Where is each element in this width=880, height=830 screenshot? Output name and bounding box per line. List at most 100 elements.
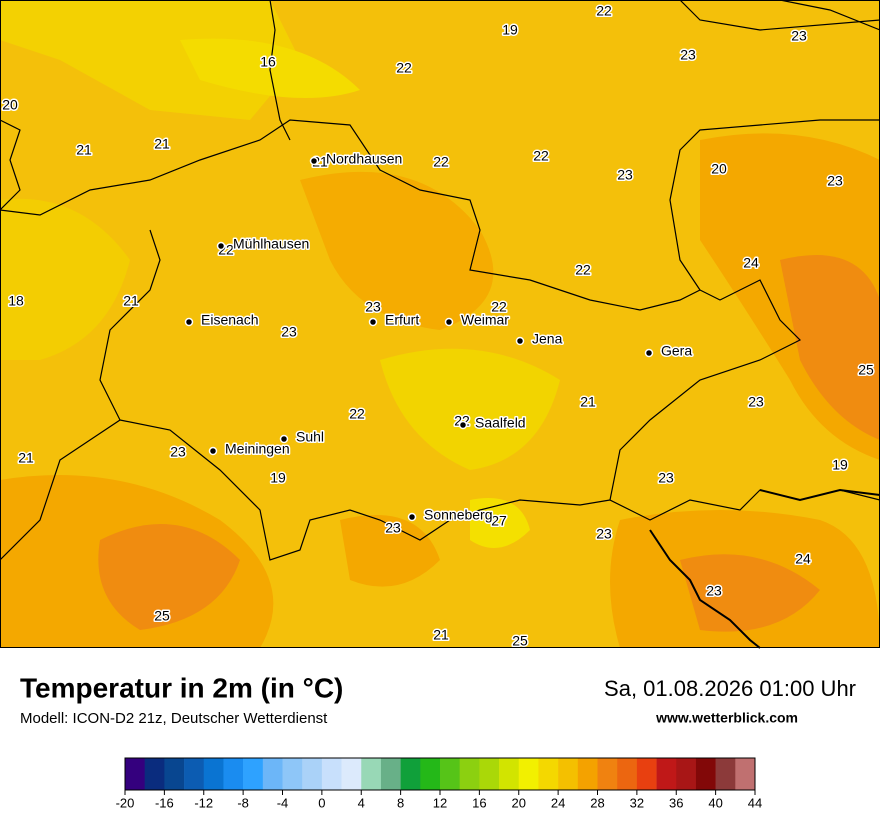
colorbar-tick-label: 36: [669, 795, 683, 810]
temperature-label: 19: [502, 22, 518, 38]
temperature-field: [0, 0, 880, 648]
temperature-label: 22: [491, 299, 507, 315]
temperature-label: 22: [596, 3, 612, 19]
city-dot: [216, 241, 226, 251]
temperature-label: 23: [706, 583, 722, 599]
temperature-label: 19: [270, 470, 286, 486]
temperature-label: 23: [658, 470, 674, 486]
colorbar-segment: [321, 758, 342, 790]
temperature-label: 25: [858, 362, 874, 378]
temperature-label: 21: [76, 142, 92, 158]
temperature-label: 22: [396, 60, 412, 76]
cities: Nordhausen Mühlhausen Eisenach Erfurt Weimar…: [184, 149, 694, 524]
temperature-label: 20: [2, 97, 18, 113]
city-dot: [644, 348, 654, 358]
colorbar-segment: [203, 758, 224, 790]
city-label: Suhl: [296, 429, 324, 445]
title: Temperatur in 2m (in °C): [20, 672, 343, 703]
colorbar-tick-label: 0: [318, 795, 325, 810]
city-label: Nordhausen: [326, 151, 402, 167]
colorbar-segment: [243, 758, 264, 790]
temperature-label: 23: [170, 444, 186, 460]
colorbar-tick-label: 16: [472, 795, 486, 810]
temperature-label: 23: [596, 526, 612, 542]
temperature-label: 22: [349, 406, 365, 422]
temperature-label: 18: [8, 293, 24, 309]
colorbar-segment: [538, 758, 559, 790]
temperature-label: 19: [832, 457, 848, 473]
colorbar-tick-label: 44: [748, 795, 762, 810]
colorbar-segment: [302, 758, 323, 790]
city-label: Jena: [532, 331, 563, 347]
city-label: Weimar: [461, 312, 509, 328]
colorbar-tick-label: 32: [630, 795, 644, 810]
colorbar-tick-label: 24: [551, 795, 565, 810]
temperature-label: 23: [617, 167, 633, 183]
colorbar-segment: [184, 758, 205, 790]
temperature-label: 25: [512, 633, 528, 649]
colorbar-segment: [125, 758, 145, 790]
colorbar-segment: [676, 758, 697, 790]
temperature-label: 23: [748, 394, 764, 410]
temperature-label: 21: [18, 450, 34, 466]
colorbar-tick-label: 4: [358, 795, 365, 810]
temperature-label: 22: [575, 262, 591, 278]
colorbar-segment: [164, 758, 185, 790]
city-dot: [309, 156, 319, 166]
temperature-label: 22: [433, 154, 449, 170]
colorbar-segment: [459, 758, 480, 790]
colorbar-segment: [361, 758, 382, 790]
temperature-label: 16: [260, 54, 276, 70]
colorbar-segment: [695, 758, 716, 790]
colorbar: -20 -16 -12 -8 -4 0 4 8 12 16 20 24 28 32 36 40 44: [116, 757, 762, 810]
temperature-label: 20: [711, 161, 727, 177]
temperature-label: 25: [154, 608, 170, 624]
city-label: Eisenach: [201, 312, 259, 328]
colorbar-segment: [420, 758, 441, 790]
temperature-label: 23: [385, 520, 401, 536]
temperature-label: 23: [680, 47, 696, 63]
colorbar-tick-label: 40: [708, 795, 722, 810]
temperature-label: 23: [827, 173, 843, 189]
colorbar-segment: [499, 758, 520, 790]
city-label: Erfurt: [385, 312, 419, 328]
source: www.wetterblick.com: [655, 710, 798, 726]
colorbar-tick-label: -8: [237, 795, 249, 810]
temperature-label: 21: [154, 136, 170, 152]
colorbar-segment: [518, 758, 539, 790]
colorbar-segment: [597, 758, 618, 790]
colorbar-tick-label: -4: [277, 795, 289, 810]
temperature-label: 23: [791, 28, 807, 44]
colorbar-segment: [735, 758, 756, 790]
temperature-label: 23: [281, 324, 297, 340]
colorbar-segment: [558, 758, 579, 790]
colorbar-segment: [479, 758, 500, 790]
temperature-label: 21: [433, 627, 449, 643]
colorbar-tick-label: 8: [397, 795, 404, 810]
temperature-label: 21: [580, 394, 596, 410]
city-dot: [208, 446, 218, 456]
temperature-label: 23: [365, 299, 381, 315]
temperature-label: 24: [743, 255, 759, 271]
borders: [0, 0, 880, 649]
temperature-labels: 22 19 23 23 16 22 20 21 21 21 22 22 23 20 23 22 24 22 18 21…: [1, 1, 876, 650]
temperature-label: 22: [533, 148, 549, 164]
colorbar-tick-label: 20: [512, 795, 526, 810]
city-dot: [444, 317, 454, 327]
city-label: Sonneberg: [424, 507, 493, 523]
city-dot: [368, 317, 378, 327]
colorbar-segment: [223, 758, 244, 790]
colorbar-segment: [144, 758, 165, 790]
subtitle: Modell: ICON-D2 21z, Deutscher Wetterdie…: [20, 710, 328, 727]
city-label: Gera: [661, 343, 692, 359]
colorbar-segment: [715, 758, 736, 790]
colorbar-tick-label: 28: [590, 795, 604, 810]
colorbar-tick-label: -20: [116, 795, 135, 810]
city-dot: [184, 317, 194, 327]
colorbar-segment: [577, 758, 598, 790]
colorbar-segment: [341, 758, 362, 790]
city-dot: [515, 336, 525, 346]
colorbar-tick-label: -12: [194, 795, 213, 810]
